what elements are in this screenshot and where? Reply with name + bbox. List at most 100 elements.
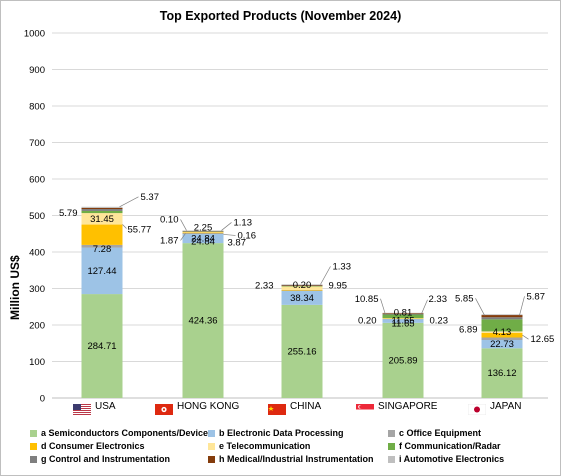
- leader-line: [223, 234, 236, 236]
- bar-segment: [182, 230, 224, 232]
- bar-segment: [281, 286, 323, 290]
- data-label: 3.87: [228, 238, 247, 249]
- data-label: 1.13: [234, 217, 253, 228]
- leader-line: [421, 299, 428, 314]
- y-tick-label: 100: [29, 357, 45, 368]
- legend-item: g Control and Instrumentation: [30, 454, 170, 464]
- bar-segment: [81, 224, 123, 245]
- bar-segment: [281, 285, 323, 287]
- bar-segment: [281, 289, 323, 291]
- leader-line: [180, 233, 186, 241]
- y-tick-label: 0: [40, 394, 45, 405]
- legend-label: i Automotive Electronics: [399, 454, 505, 464]
- data-label: 24.84: [191, 237, 215, 248]
- y-tick-label: 900: [29, 65, 45, 76]
- legend-swatch: [208, 442, 215, 450]
- bar-segment: [382, 322, 424, 398]
- legend-label: g Control and Instrumentation: [41, 454, 170, 464]
- bar-segment: [382, 312, 424, 314]
- data-label: 5.87: [527, 291, 546, 302]
- legend-label: h Medical/Industrial Instrumentation: [219, 454, 374, 464]
- bar-segment: [81, 244, 123, 248]
- data-label: 6.89: [459, 325, 478, 336]
- legend-item: c Office Equipment: [388, 428, 481, 438]
- jp-flag-icon: [467, 402, 487, 416]
- data-label: 4.13: [493, 327, 512, 338]
- data-label: 38.34: [290, 293, 314, 304]
- leader-line: [221, 222, 232, 231]
- bar-segment: [481, 337, 523, 341]
- data-label: 0.20: [293, 280, 312, 291]
- us-flag-icon: [73, 402, 91, 415]
- bar-segment: [182, 243, 224, 398]
- leader-line: [119, 196, 139, 208]
- legend-swatch: [388, 429, 395, 437]
- data-label: 2.33: [255, 280, 274, 291]
- legend-item: i Automotive Electronics: [388, 454, 504, 464]
- bar-segment: [382, 318, 424, 319]
- legend-swatch: [30, 429, 37, 437]
- data-label: 255.16: [287, 346, 316, 357]
- category-label: CHINA: [290, 401, 322, 412]
- bar-segment: [481, 332, 523, 338]
- bar-segment: [481, 314, 523, 316]
- bar-segment: [182, 231, 224, 233]
- bar-segment: [281, 285, 323, 287]
- data-label: 2.33: [429, 294, 448, 305]
- data-label: 0.23: [430, 316, 449, 327]
- data-label: 5.79: [59, 208, 78, 219]
- bar-segment: [281, 284, 323, 285]
- bar-segment: [382, 318, 424, 323]
- bar-segment: [481, 317, 523, 320]
- data-label: 5.85: [455, 293, 474, 304]
- bar-segment: [81, 210, 123, 214]
- legend-item: h Medical/Industrial Instrumentation: [208, 454, 374, 464]
- data-label: 11.65: [391, 316, 414, 327]
- leader-line: [320, 266, 331, 285]
- y-tick-label: 500: [29, 211, 45, 222]
- legend-swatch: [388, 442, 395, 450]
- bar-segment: [481, 319, 523, 332]
- y-tick-label: 200: [29, 321, 45, 332]
- bar-segment: [81, 206, 123, 208]
- leader-line: [519, 296, 525, 316]
- y-tick-label: 800: [29, 102, 45, 113]
- data-label: 0.81: [394, 308, 413, 319]
- category-label: SINGAPORE: [378, 401, 438, 412]
- cn-flag-icon: [268, 402, 286, 415]
- legend-swatch: [30, 442, 37, 450]
- legend-item: a Semiconductors Components/Devices: [30, 428, 213, 438]
- legend-label: d Consumer Electronics: [41, 441, 145, 451]
- legend-item: d Consumer Electronics: [30, 441, 145, 451]
- leader-line: [180, 219, 187, 231]
- y-tick-label: 700: [29, 138, 45, 149]
- data-label: 5.37: [141, 192, 160, 203]
- data-label: 12.65: [531, 334, 555, 345]
- bar-segment: [81, 208, 123, 211]
- bar-segment: [281, 284, 323, 286]
- bar-segment: [382, 314, 424, 319]
- data-label: 0.10: [160, 214, 179, 225]
- leader-line: [522, 334, 529, 340]
- bar-segment: [81, 247, 123, 295]
- legend-label: f Communication/Radar: [399, 441, 501, 451]
- legend-swatch: [208, 455, 215, 463]
- data-label: 284.71: [87, 341, 116, 352]
- legend-swatch: [30, 455, 37, 463]
- y-tick-label: 300: [29, 284, 45, 295]
- legend-label: b Electronic Data Processing: [219, 428, 344, 438]
- legend-item: b Electronic Data Processing: [208, 428, 344, 438]
- data-label: 24.84: [191, 234, 215, 245]
- data-label: 10.85: [355, 294, 379, 305]
- bar-segment: [182, 232, 224, 234]
- category-label: HONG KONG: [177, 401, 240, 412]
- bar-segment: [481, 331, 523, 333]
- bar-segment: [182, 231, 224, 232]
- data-label: 7.28: [93, 244, 112, 255]
- legend-label: a Semiconductors Components/Devices: [41, 428, 214, 438]
- data-label: 205.89: [388, 355, 417, 366]
- legend-label: e Telecommunication: [219, 441, 311, 451]
- y-tick-label: 1000: [24, 29, 45, 40]
- data-label: 2.25: [194, 223, 213, 234]
